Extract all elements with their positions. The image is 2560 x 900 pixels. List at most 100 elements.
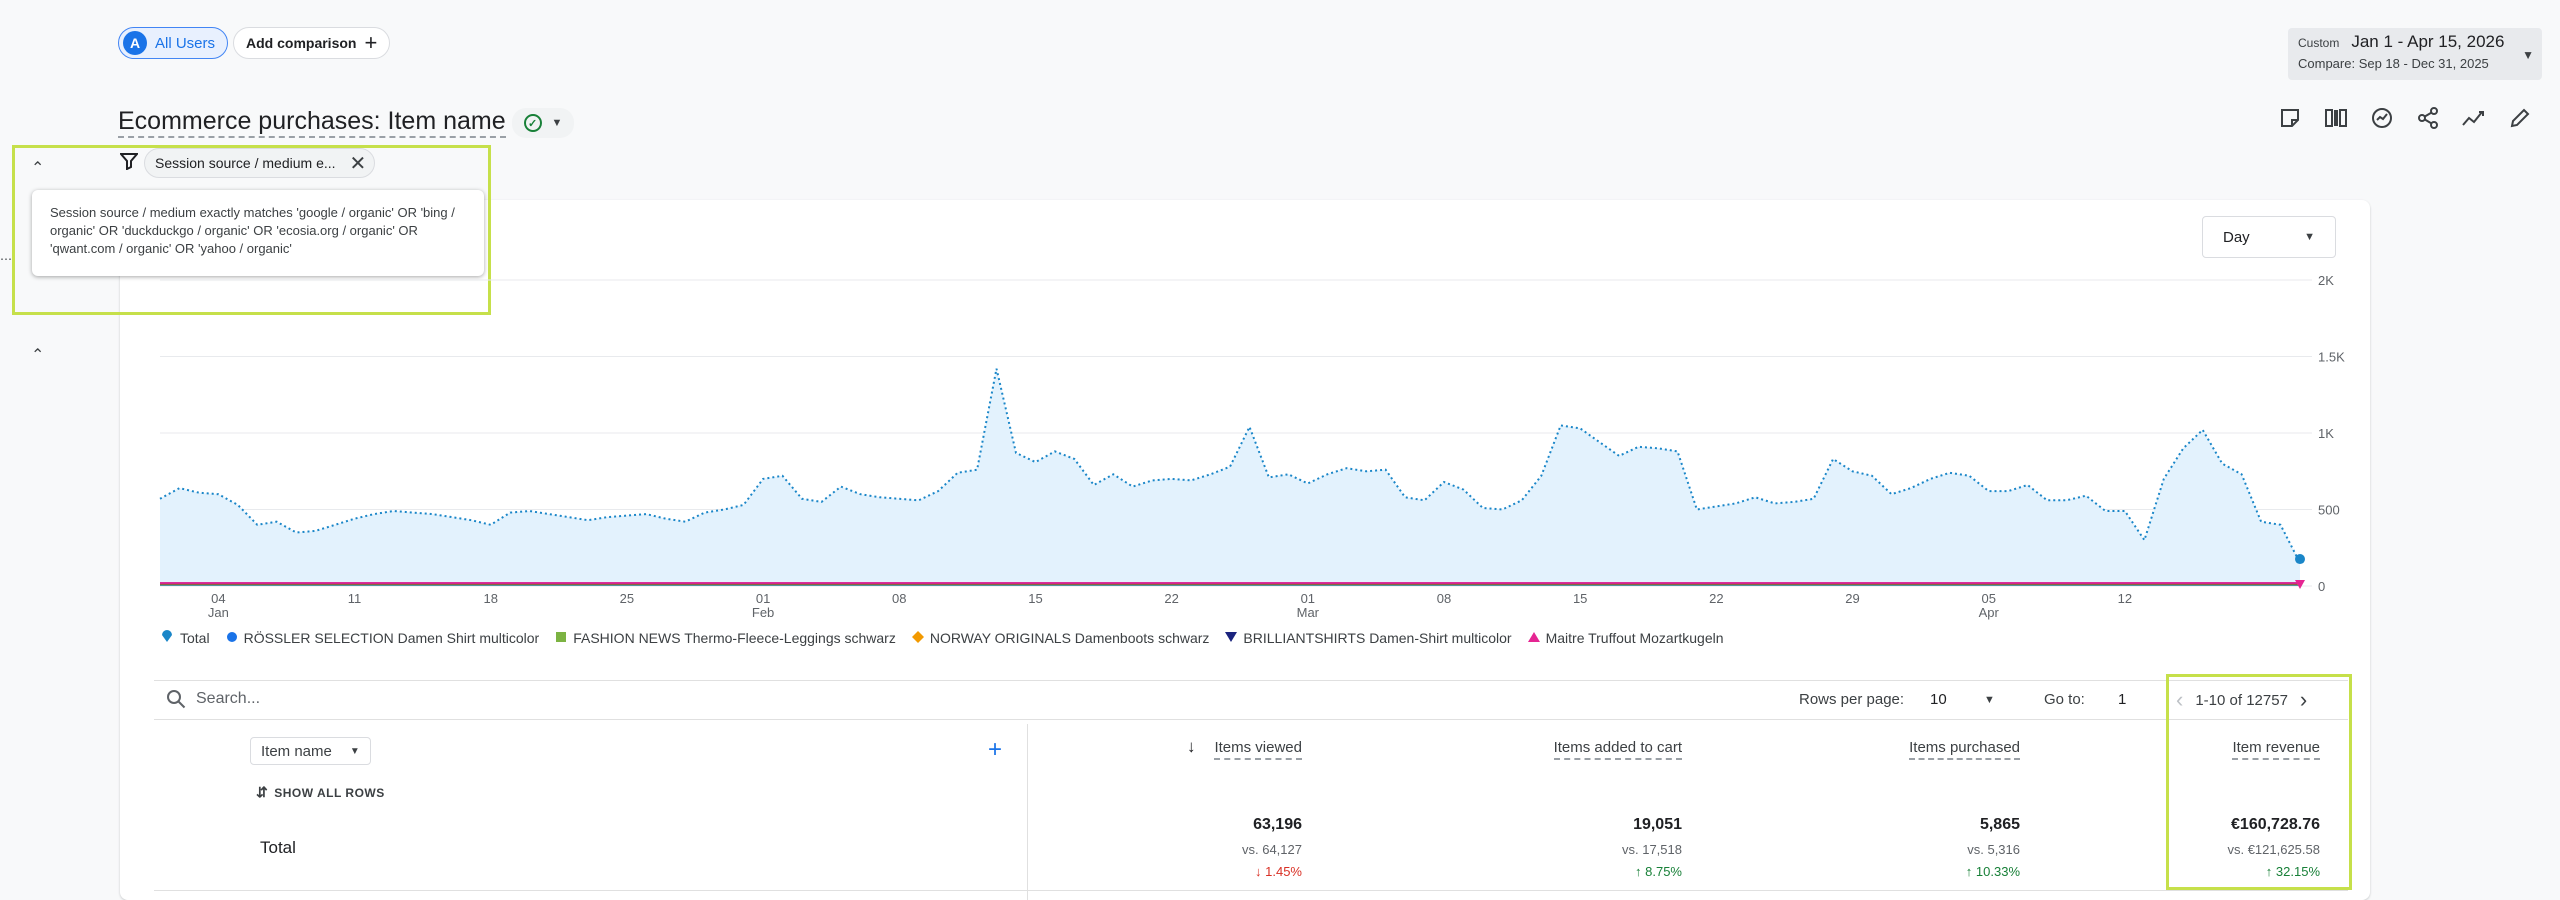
triangle-up-marker-icon	[1527, 630, 1540, 646]
search-icon	[167, 690, 186, 709]
x-tick-month-label: Jan	[208, 605, 229, 620]
legend-item[interactable]: NORWAY ORIGINALS Damenboots schwarz	[911, 629, 1210, 646]
filter-tooltip: Session source / medium exactly matches …	[32, 190, 484, 276]
note-icon[interactable]	[2276, 104, 2304, 132]
total-end-marker	[2295, 554, 2305, 565]
x-tick-label: 04	[211, 591, 225, 606]
report-toolbar	[2276, 104, 2534, 132]
x-tick-label: 18	[483, 591, 497, 606]
x-tick-label: 15	[1028, 591, 1042, 606]
x-tick-label: 01	[1301, 591, 1315, 606]
dimension-label: Item name	[261, 742, 332, 760]
item-end-marker	[2295, 580, 2305, 589]
left-rail	[0, 0, 108, 900]
chevron-down-icon: ▼	[2522, 48, 2534, 62]
x-tick-label: 22	[1164, 591, 1178, 606]
column-header-items-viewed[interactable]: Items viewed	[1214, 738, 1302, 760]
total-items-viewed-change: ↓ 1.45%	[1255, 864, 1302, 879]
granularity-select[interactable]: Day ▼	[2202, 216, 2336, 258]
add-dimension-button[interactable]: +	[988, 736, 1003, 763]
square-marker-icon	[555, 630, 567, 646]
close-icon[interactable]: ✕	[349, 152, 367, 175]
filter-chip-label: Session source / medium e...	[155, 155, 336, 171]
collapse-chevron-icon-2[interactable]: ⌃	[31, 347, 45, 364]
chart-legend: Total RÖSSLER SELECTION Damen Shirt multi…	[160, 629, 1724, 646]
show-all-rows-button[interactable]: ⇵ SHOW ALL ROWS	[256, 784, 385, 801]
page-title: Ecommerce purchases: Item name	[118, 106, 506, 138]
table-search[interactable]: Search...	[166, 689, 260, 709]
change-value: 8.75%	[1645, 864, 1682, 879]
legend-item[interactable]: BRILLIANTSHIRTS Damen-Shirt multicolor	[1225, 629, 1512, 646]
legend-label: RÖSSLER SELECTION Damen Shirt multicolor	[243, 629, 540, 646]
chevron-down-icon: ▼	[551, 117, 563, 129]
circle-marker-icon	[226, 630, 238, 646]
x-tick-label: 08	[1437, 591, 1451, 606]
date-range-value: Jan 1 - Apr 15, 2026	[2351, 32, 2505, 51]
diamond-marker-icon	[911, 630, 924, 646]
chevron-down-icon[interactable]: ▼	[1984, 694, 1995, 706]
collapse-chevron-icon[interactable]: ⌃	[31, 160, 45, 177]
granularity-value: Day	[2223, 228, 2250, 246]
edit-icon[interactable]	[2506, 104, 2534, 132]
total-item-revenue: €160,728.76	[2231, 816, 2320, 833]
report-status-button[interactable]: ✓ ▼	[512, 108, 574, 138]
date-range-picker[interactable]: Custom Jan 1 - Apr 15, 2026 Compare: Sep …	[2288, 28, 2542, 80]
all-users-label: All Users	[155, 34, 216, 52]
add-comparison-button[interactable]: Add comparison +	[233, 27, 391, 59]
total-item-revenue-change: ↑ 32.15%	[2265, 864, 2320, 879]
highlight-box-filter	[12, 145, 491, 315]
chevron-left-icon[interactable]: ‹	[2176, 687, 2184, 712]
column-header-items-purchased[interactable]: Items purchased	[1909, 738, 2020, 760]
x-tick-label: 12	[2118, 591, 2132, 606]
legend-item[interactable]: FASHION NEWS Thermo-Fleece-Leggings schw…	[555, 629, 896, 646]
trend-icon[interactable]	[2460, 104, 2488, 132]
check-circle-icon: ✓	[523, 114, 542, 132]
total-area	[160, 368, 2300, 586]
add-comparison-label: Add comparison	[246, 35, 357, 51]
pagination: ‹ 1-10 of 12757 ›	[2176, 687, 2307, 713]
search-input[interactable]: Search...	[196, 690, 261, 707]
filter-icon[interactable]	[118, 152, 140, 175]
x-tick-label: 15	[1573, 591, 1587, 606]
legend-item[interactable]: Maitre Truffout Mozartkugeln	[1527, 629, 1724, 646]
x-tick-label: 05	[1981, 591, 1995, 606]
x-tick-label: 01	[756, 591, 770, 606]
expand-icon: ⇵	[256, 784, 269, 800]
dimension-select[interactable]: Item name ▼	[250, 737, 371, 765]
legend-label: FASHION NEWS Thermo-Fleece-Leggings schw…	[573, 629, 896, 646]
filter-chip[interactable]: Session source / medium e... ✕	[144, 148, 376, 178]
share-icon[interactable]	[2414, 104, 2442, 132]
legend-label: Total	[180, 629, 210, 646]
pin-marker-icon	[160, 629, 174, 646]
column-header-item-revenue[interactable]: Item revenue	[2232, 738, 2320, 760]
more-dots-icon[interactable]: ⋯	[0, 252, 12, 266]
chevron-right-icon[interactable]: ›	[2299, 687, 2308, 712]
date-range-custom-label: Custom	[2298, 36, 2340, 50]
y-tick-label: 0	[2318, 579, 2325, 594]
change-value: 10.33%	[1975, 864, 2020, 879]
y-tick-label: 1K	[2318, 426, 2334, 441]
x-tick-label: 11	[348, 591, 362, 606]
column-header-items-added-to-cart[interactable]: Items added to cart	[1553, 738, 1682, 760]
goto-input[interactable]: 1	[2118, 691, 2127, 708]
chevron-down-icon: ▼	[349, 745, 360, 757]
total-items-viewed: 63,196	[1253, 816, 1302, 833]
column-divider	[1027, 724, 1028, 900]
highlight-box-revenue	[2166, 674, 2352, 890]
legend-label: NORWAY ORIGINALS Damenboots schwarz	[929, 629, 1210, 646]
total-items-purchased: 5,865	[1979, 816, 2020, 833]
legend-label: BRILLIANTSHIRTS Damen-Shirt multicolor	[1243, 629, 1512, 646]
insights-icon[interactable]	[2368, 104, 2396, 132]
comparison-all-users-chip[interactable]: A All Users	[118, 27, 229, 59]
legend-item[interactable]: Total	[160, 629, 210, 646]
table-divider	[154, 890, 2348, 891]
segment-badge: A	[123, 31, 147, 55]
sort-arrow-down-icon[interactable]: ↓	[1187, 737, 1196, 756]
total-items-purchased-compare: vs. 5,316	[1967, 842, 2020, 857]
legend-item[interactable]: RÖSSLER SELECTION Damen Shirt multicolor	[226, 629, 540, 646]
rows-per-page-select[interactable]: 10	[1930, 691, 1947, 708]
x-tick-month-label: Mar	[1297, 605, 1320, 620]
show-all-rows-label: SHOW ALL ROWS	[274, 785, 385, 800]
compare-columns-icon[interactable]	[2322, 104, 2350, 132]
